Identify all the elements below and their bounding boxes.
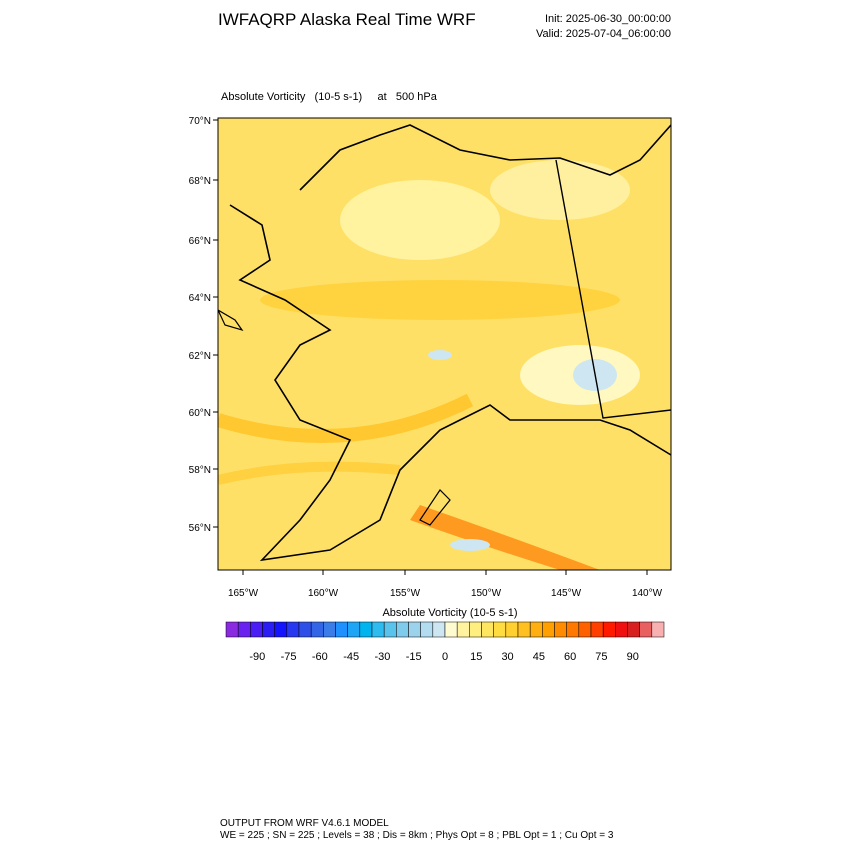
colorbar-box bbox=[578, 621, 592, 638]
colorbar-tick-label: 90 bbox=[627, 651, 639, 663]
colorbar-box bbox=[566, 621, 580, 638]
lon-label: 165°W bbox=[228, 588, 259, 599]
lon-label: 140°W bbox=[632, 588, 663, 599]
coastline bbox=[229, 204, 671, 562]
colorbar-tick-label: -60 bbox=[312, 651, 328, 663]
colorbar-box bbox=[408, 621, 421, 638]
colorbar-box bbox=[371, 621, 385, 638]
colorbar-box bbox=[225, 621, 239, 638]
colorbar-box bbox=[554, 621, 567, 638]
lon-label: 150°W bbox=[471, 588, 502, 599]
colorbar-box bbox=[396, 621, 409, 638]
lat-label: 62°N bbox=[189, 351, 211, 362]
colorbar-box bbox=[590, 621, 604, 638]
island bbox=[419, 489, 451, 526]
colorbar-tick-label: -30 bbox=[374, 651, 390, 663]
map-frame bbox=[217, 117, 672, 571]
colorbar-box bbox=[615, 621, 628, 638]
lon-label: 160°W bbox=[308, 588, 339, 599]
lat-label: 66°N bbox=[189, 236, 211, 247]
colorbar-box bbox=[602, 621, 616, 638]
colorbar-tick-label: 45 bbox=[533, 651, 545, 663]
lat-label: 58°N bbox=[189, 465, 211, 476]
island bbox=[218, 309, 244, 332]
colorbar-box bbox=[542, 621, 555, 638]
coastline bbox=[299, 124, 671, 191]
map-field bbox=[218, 118, 671, 570]
field-patch bbox=[490, 160, 630, 220]
colorbar-box bbox=[639, 621, 653, 638]
lat-label: 60°N bbox=[189, 408, 211, 419]
lat-label: 64°N bbox=[189, 293, 211, 304]
colorbar-box bbox=[517, 621, 531, 638]
lat-label: 70°N bbox=[189, 116, 211, 127]
colorbar-tick-label: 30 bbox=[501, 651, 513, 663]
lon-label: 155°W bbox=[390, 588, 421, 599]
colorbar-box bbox=[298, 621, 312, 638]
colorbar-box bbox=[383, 621, 397, 638]
valid-time: Valid: 2025-07-04_06:00:00 bbox=[536, 28, 671, 40]
colorbar-box bbox=[420, 621, 434, 638]
colorbar-box bbox=[335, 621, 348, 638]
map-subtitle: Absolute Vorticity (10-5 s-1) at 500 hPa bbox=[221, 91, 438, 103]
colorbar-box bbox=[529, 621, 543, 638]
field-band bbox=[218, 461, 401, 485]
colorbar-box bbox=[444, 621, 458, 638]
colorbar-tick-label: -15 bbox=[406, 651, 422, 663]
field-patch bbox=[450, 539, 490, 551]
colorbar-box bbox=[651, 621, 665, 638]
colorbar-box bbox=[481, 621, 494, 638]
colorbar-box bbox=[286, 621, 300, 638]
colorbar-box bbox=[250, 621, 263, 638]
field-patch bbox=[260, 280, 620, 320]
colorbar-box bbox=[262, 621, 275, 638]
colorbar-box bbox=[627, 621, 640, 638]
colorbar-box bbox=[359, 621, 373, 638]
title: IWFAQRP Alaska Real Time WRF bbox=[218, 10, 476, 29]
lat-label: 68°N bbox=[189, 176, 211, 187]
footer-line: OUTPUT FROM WRF V4.6.1 MODEL bbox=[220, 818, 389, 829]
field-band bbox=[218, 393, 474, 443]
footer-line: WE = 225 ; SN = 225 ; Levels = 38 ; Dis … bbox=[220, 830, 614, 841]
lat-label: 56°N bbox=[189, 523, 211, 534]
colorbar-box bbox=[432, 621, 446, 638]
colorbar-box bbox=[456, 621, 470, 638]
colorbar-tick-label: -45 bbox=[343, 651, 359, 663]
colorbar-tick-label: 75 bbox=[595, 651, 607, 663]
colorbar-box bbox=[505, 621, 519, 638]
colorbar-box bbox=[310, 621, 324, 638]
colorbar-label: Absolute Vorticity (10-5 s-1) bbox=[382, 607, 517, 619]
colorbar-box bbox=[469, 621, 482, 638]
colorbar-box bbox=[323, 621, 336, 638]
colorbar-box bbox=[493, 621, 507, 638]
colorbar-tick-label: 60 bbox=[564, 651, 576, 663]
lon-label: 145°W bbox=[551, 588, 582, 599]
colorbar-tick-label: 15 bbox=[470, 651, 482, 663]
colorbar-box bbox=[237, 621, 251, 638]
field-patch bbox=[428, 350, 452, 360]
field-band bbox=[410, 505, 600, 570]
colorbar-tick-label: -75 bbox=[281, 651, 297, 663]
border bbox=[555, 159, 671, 419]
colorbar-tick-label: 0 bbox=[442, 651, 448, 663]
colorbar-box bbox=[347, 621, 361, 638]
init-time: Init: 2025-06-30_00:00:00 bbox=[545, 13, 671, 25]
colorbar-box bbox=[274, 621, 288, 638]
colorbar-tick-label: -90 bbox=[249, 651, 265, 663]
field-patch bbox=[340, 180, 500, 260]
